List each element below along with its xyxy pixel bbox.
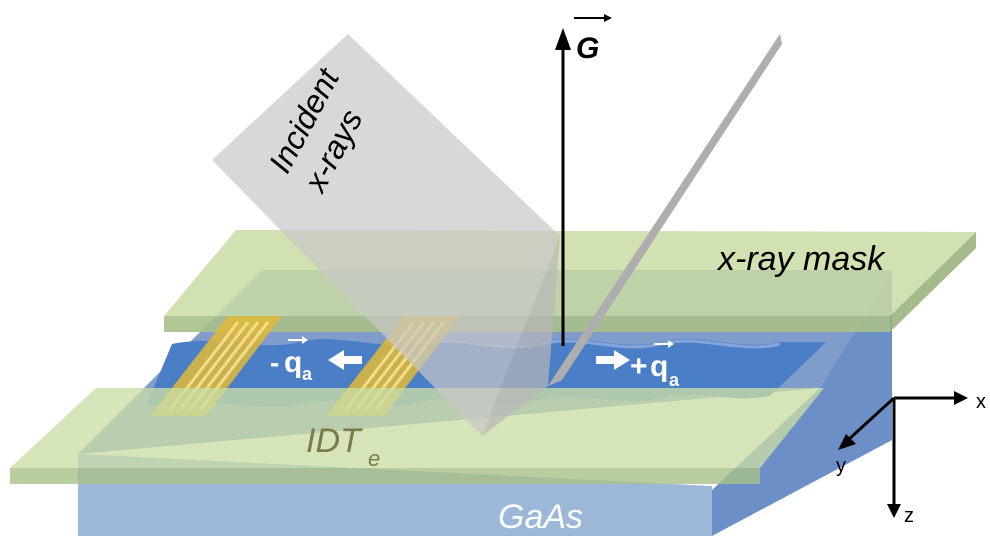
g-vector: G (555, 14, 612, 346)
idt-label: IDT (306, 422, 363, 460)
q-minus-letter: q (284, 346, 302, 379)
axis-x-head (954, 391, 968, 405)
diffracted-beam (548, 34, 782, 386)
q-plus-sign: + (630, 350, 648, 383)
gaas-label: GaAs (498, 498, 583, 536)
mask-front-edge (10, 468, 760, 484)
q-minus-sign: - (270, 347, 279, 378)
idt-label-sub: e (368, 446, 380, 471)
q-plus-letter: q (650, 350, 668, 383)
q-minus-overarrow-head (302, 336, 308, 344)
q-plus-arrow-icon (596, 350, 630, 370)
idt-label-group: IDT e (306, 422, 380, 471)
g-vector-head (555, 28, 571, 50)
incident-xray-beam (212, 34, 560, 436)
axis-y-label: y (836, 455, 846, 477)
axis-y-head (838, 434, 856, 450)
xray-beam-tip (482, 236, 560, 436)
g-vector-label: G (576, 32, 599, 65)
q-minus-sub: a (302, 364, 313, 384)
q-plus-sub: a (669, 370, 680, 390)
q-plus-overarrow-head (668, 340, 674, 348)
axis-z-label: z (904, 505, 914, 527)
mask-label: x-ray mask (716, 240, 886, 278)
g-overarrow-head (604, 14, 612, 22)
diffracted-blade-face (548, 34, 782, 386)
mask-front-strip (10, 388, 824, 484)
q-plus-group: + q a (596, 340, 680, 390)
xray-beam-shape (212, 34, 560, 436)
axis-y-line (846, 396, 896, 442)
mask-front-top (10, 388, 824, 468)
axis-x-label: x (976, 391, 986, 413)
axis-z-head (887, 504, 901, 518)
axes-triad: x y z (836, 391, 986, 527)
mask-back-side (890, 232, 976, 332)
q-minus-arrow-icon (328, 350, 362, 370)
q-minus-group: - q a (270, 336, 362, 384)
